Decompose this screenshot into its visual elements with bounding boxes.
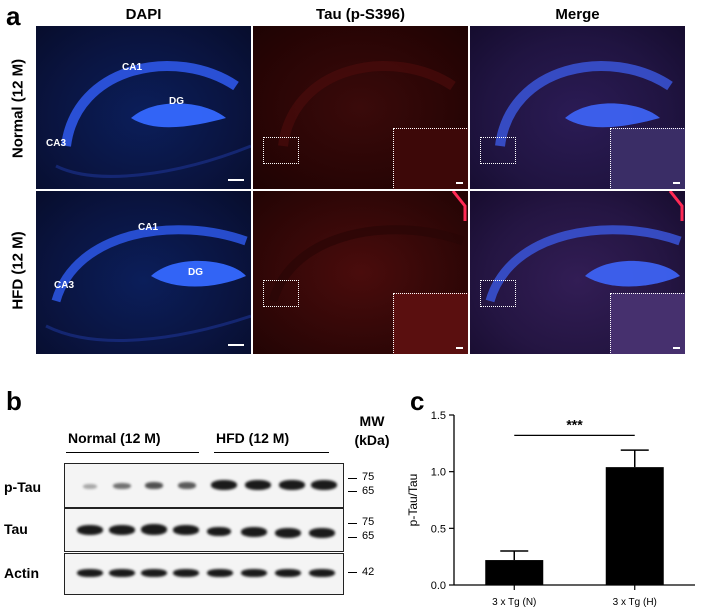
region-label-dg-hfd: DG: [188, 267, 203, 278]
region-label-dg-normal: DG: [169, 96, 184, 107]
group-underline-hfd: [214, 452, 329, 453]
scale-bar: [456, 182, 463, 184]
column-title-merge: Merge: [555, 6, 600, 23]
significance-label: ***: [566, 416, 583, 432]
region-label-ca3-normal: CA3: [46, 138, 67, 149]
band: [207, 569, 233, 577]
band: [173, 525, 199, 535]
micrograph-merge-hfd: [470, 191, 685, 354]
inset-box: [480, 137, 516, 164]
band: [83, 484, 97, 489]
bar-chart: 0.0 0.5 1.0 1.5 p-Tau/Tau 3 x Tg (N) 3 x Tg (H…: [406, 410, 695, 608]
mw-tick: [348, 537, 357, 538]
bar: [605, 467, 664, 585]
blot-tau: [64, 508, 344, 552]
bar: [485, 560, 544, 585]
blot-actin: [64, 553, 344, 595]
mw-unit-header: (kDa): [354, 432, 390, 448]
band: [309, 569, 335, 577]
column-title-dapi: DAPI: [125, 6, 162, 23]
mw-marker-tau-75: 75: [362, 516, 375, 528]
band: [311, 480, 337, 490]
mw-tick: [348, 572, 357, 573]
y-tick-label: 0.0: [431, 580, 446, 592]
blot-row-label-actin: Actin: [4, 565, 39, 581]
region-label-ca1-normal: CA1: [122, 62, 143, 73]
band: [178, 482, 196, 489]
row-label-hfd: HFD (12 M): [9, 231, 27, 310]
band: [141, 569, 167, 577]
panel-b-letter: b: [6, 386, 22, 416]
group-label-normal: Normal (12 M): [68, 430, 161, 446]
mw-tick: [348, 523, 357, 524]
region-label-ca1-hfd: CA1: [138, 222, 159, 233]
y-tick-label: 1.0: [431, 467, 446, 479]
scale-bar: [228, 344, 244, 346]
inset-box: [263, 137, 299, 164]
band: [309, 528, 335, 538]
panel-c-letter: c: [410, 386, 425, 416]
mw-marker-tau-65: 65: [362, 530, 375, 542]
micrograph-tau-hfd: [253, 191, 468, 354]
group-underline-normal: [66, 452, 199, 453]
band: [211, 480, 237, 490]
blot-row-label-ptau: p-Tau: [4, 479, 42, 495]
band: [275, 528, 301, 538]
column-title-tau: Tau (p-S396): [316, 6, 405, 23]
band: [141, 524, 167, 535]
blot-row-label-tau: Tau: [4, 521, 28, 537]
mw-tick: [348, 478, 357, 479]
band: [173, 569, 199, 577]
band: [207, 527, 231, 536]
y-tick-label: 0.5: [431, 523, 446, 535]
inset-zoom: [610, 128, 685, 189]
inset-box: [480, 280, 516, 307]
y-tick-label: 1.5: [431, 410, 446, 422]
band: [145, 482, 163, 489]
band: [241, 569, 267, 577]
inset-zoom: [610, 293, 685, 354]
band: [275, 569, 301, 577]
band: [109, 525, 135, 535]
row-label-normal: Normal (12 M): [9, 58, 27, 159]
scale-bar: [673, 347, 680, 349]
inset-zoom: [393, 293, 468, 354]
mw-tick: [348, 491, 357, 492]
mw-header: MW: [359, 413, 385, 429]
panel-a-letter: a: [6, 1, 21, 31]
region-label-ca3-hfd: CA3: [54, 280, 75, 291]
inset-box: [263, 280, 299, 307]
mw-marker-ptau-75: 75: [362, 471, 375, 483]
band: [77, 569, 103, 577]
band: [109, 569, 135, 577]
micrograph-dapi-normal: CA1 DG CA3: [36, 26, 251, 189]
scale-bar: [228, 179, 244, 181]
blot-ptau: [64, 463, 344, 508]
group-label-hfd: HFD (12 M): [216, 430, 290, 446]
band: [113, 483, 131, 489]
band: [241, 527, 267, 537]
y-axis-label: p-Tau/Tau: [406, 474, 420, 527]
mw-marker-ptau-65: 65: [362, 485, 375, 497]
band: [279, 480, 305, 490]
x-tick-label: 3 x Tg (N): [492, 597, 536, 608]
scale-bar: [673, 182, 680, 184]
micrograph-tau-normal: [253, 26, 468, 189]
micrograph-dapi-hfd: CA1 DG CA3: [36, 191, 251, 354]
band: [77, 525, 103, 535]
inset-zoom: [393, 128, 468, 189]
mw-marker-actin-42: 42: [362, 566, 375, 578]
scale-bar: [456, 347, 463, 349]
x-tick-label: 3 x Tg (H): [613, 597, 657, 608]
band: [245, 480, 271, 490]
micrograph-merge-normal: [470, 26, 685, 189]
